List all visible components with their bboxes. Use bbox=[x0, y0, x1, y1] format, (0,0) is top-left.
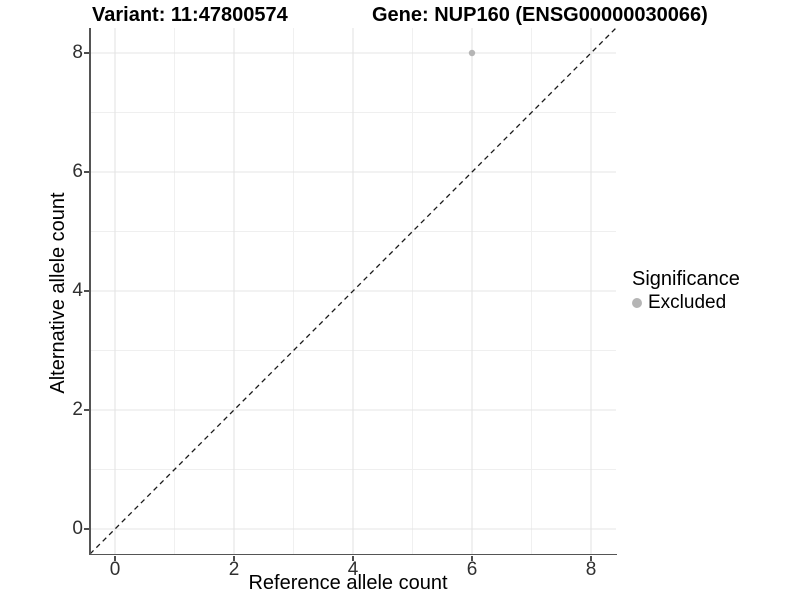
plot-title-variant: Variant: 11:47800574 bbox=[92, 4, 288, 26]
y-axis-line bbox=[89, 28, 91, 555]
x-axis-line bbox=[89, 553, 617, 555]
y-tick-mark bbox=[83, 409, 89, 411]
x-tick-mark bbox=[114, 555, 116, 561]
x-tick-label: 2 bbox=[228, 559, 240, 580]
x-tick-mark bbox=[352, 555, 354, 561]
x-tick-mark bbox=[471, 555, 473, 561]
x-axis-title: Reference allele count bbox=[248, 572, 448, 594]
x-tick-mark bbox=[233, 555, 235, 561]
y-tick-label: 0 bbox=[72, 518, 83, 539]
x-tick-label: 4 bbox=[347, 559, 359, 580]
y-tick-mark bbox=[83, 290, 89, 292]
legend-item-excluded: Excluded bbox=[632, 293, 797, 313]
y-tick-mark bbox=[83, 171, 89, 173]
y-tick-label: 2 bbox=[72, 399, 83, 420]
scatter-plot-canvas bbox=[90, 28, 616, 554]
legend-item-label: Excluded bbox=[648, 292, 727, 313]
y-axis-title: Alternative allele count bbox=[47, 192, 69, 394]
y-tick-label: 4 bbox=[72, 280, 83, 301]
x-tick-label: 6 bbox=[466, 559, 478, 580]
legend: Significance Excluded bbox=[632, 267, 797, 313]
x-tick-label: 8 bbox=[585, 559, 597, 580]
plot-panel bbox=[90, 28, 616, 554]
plot-title-gene: Gene: NUP160 (ENSG00000030066) bbox=[372, 4, 708, 26]
y-tick-mark bbox=[83, 528, 89, 530]
x-tick-label: 0 bbox=[109, 559, 121, 580]
y-tick-label: 6 bbox=[72, 160, 83, 182]
identity-reference-line bbox=[90, 28, 616, 554]
data-point bbox=[468, 49, 476, 57]
legend-title: Significance bbox=[632, 268, 740, 290]
y-tick-mark bbox=[83, 52, 89, 54]
x-tick-mark bbox=[590, 555, 592, 561]
y-tick-label: 8 bbox=[72, 41, 83, 63]
legend-point-icon bbox=[632, 298, 642, 308]
